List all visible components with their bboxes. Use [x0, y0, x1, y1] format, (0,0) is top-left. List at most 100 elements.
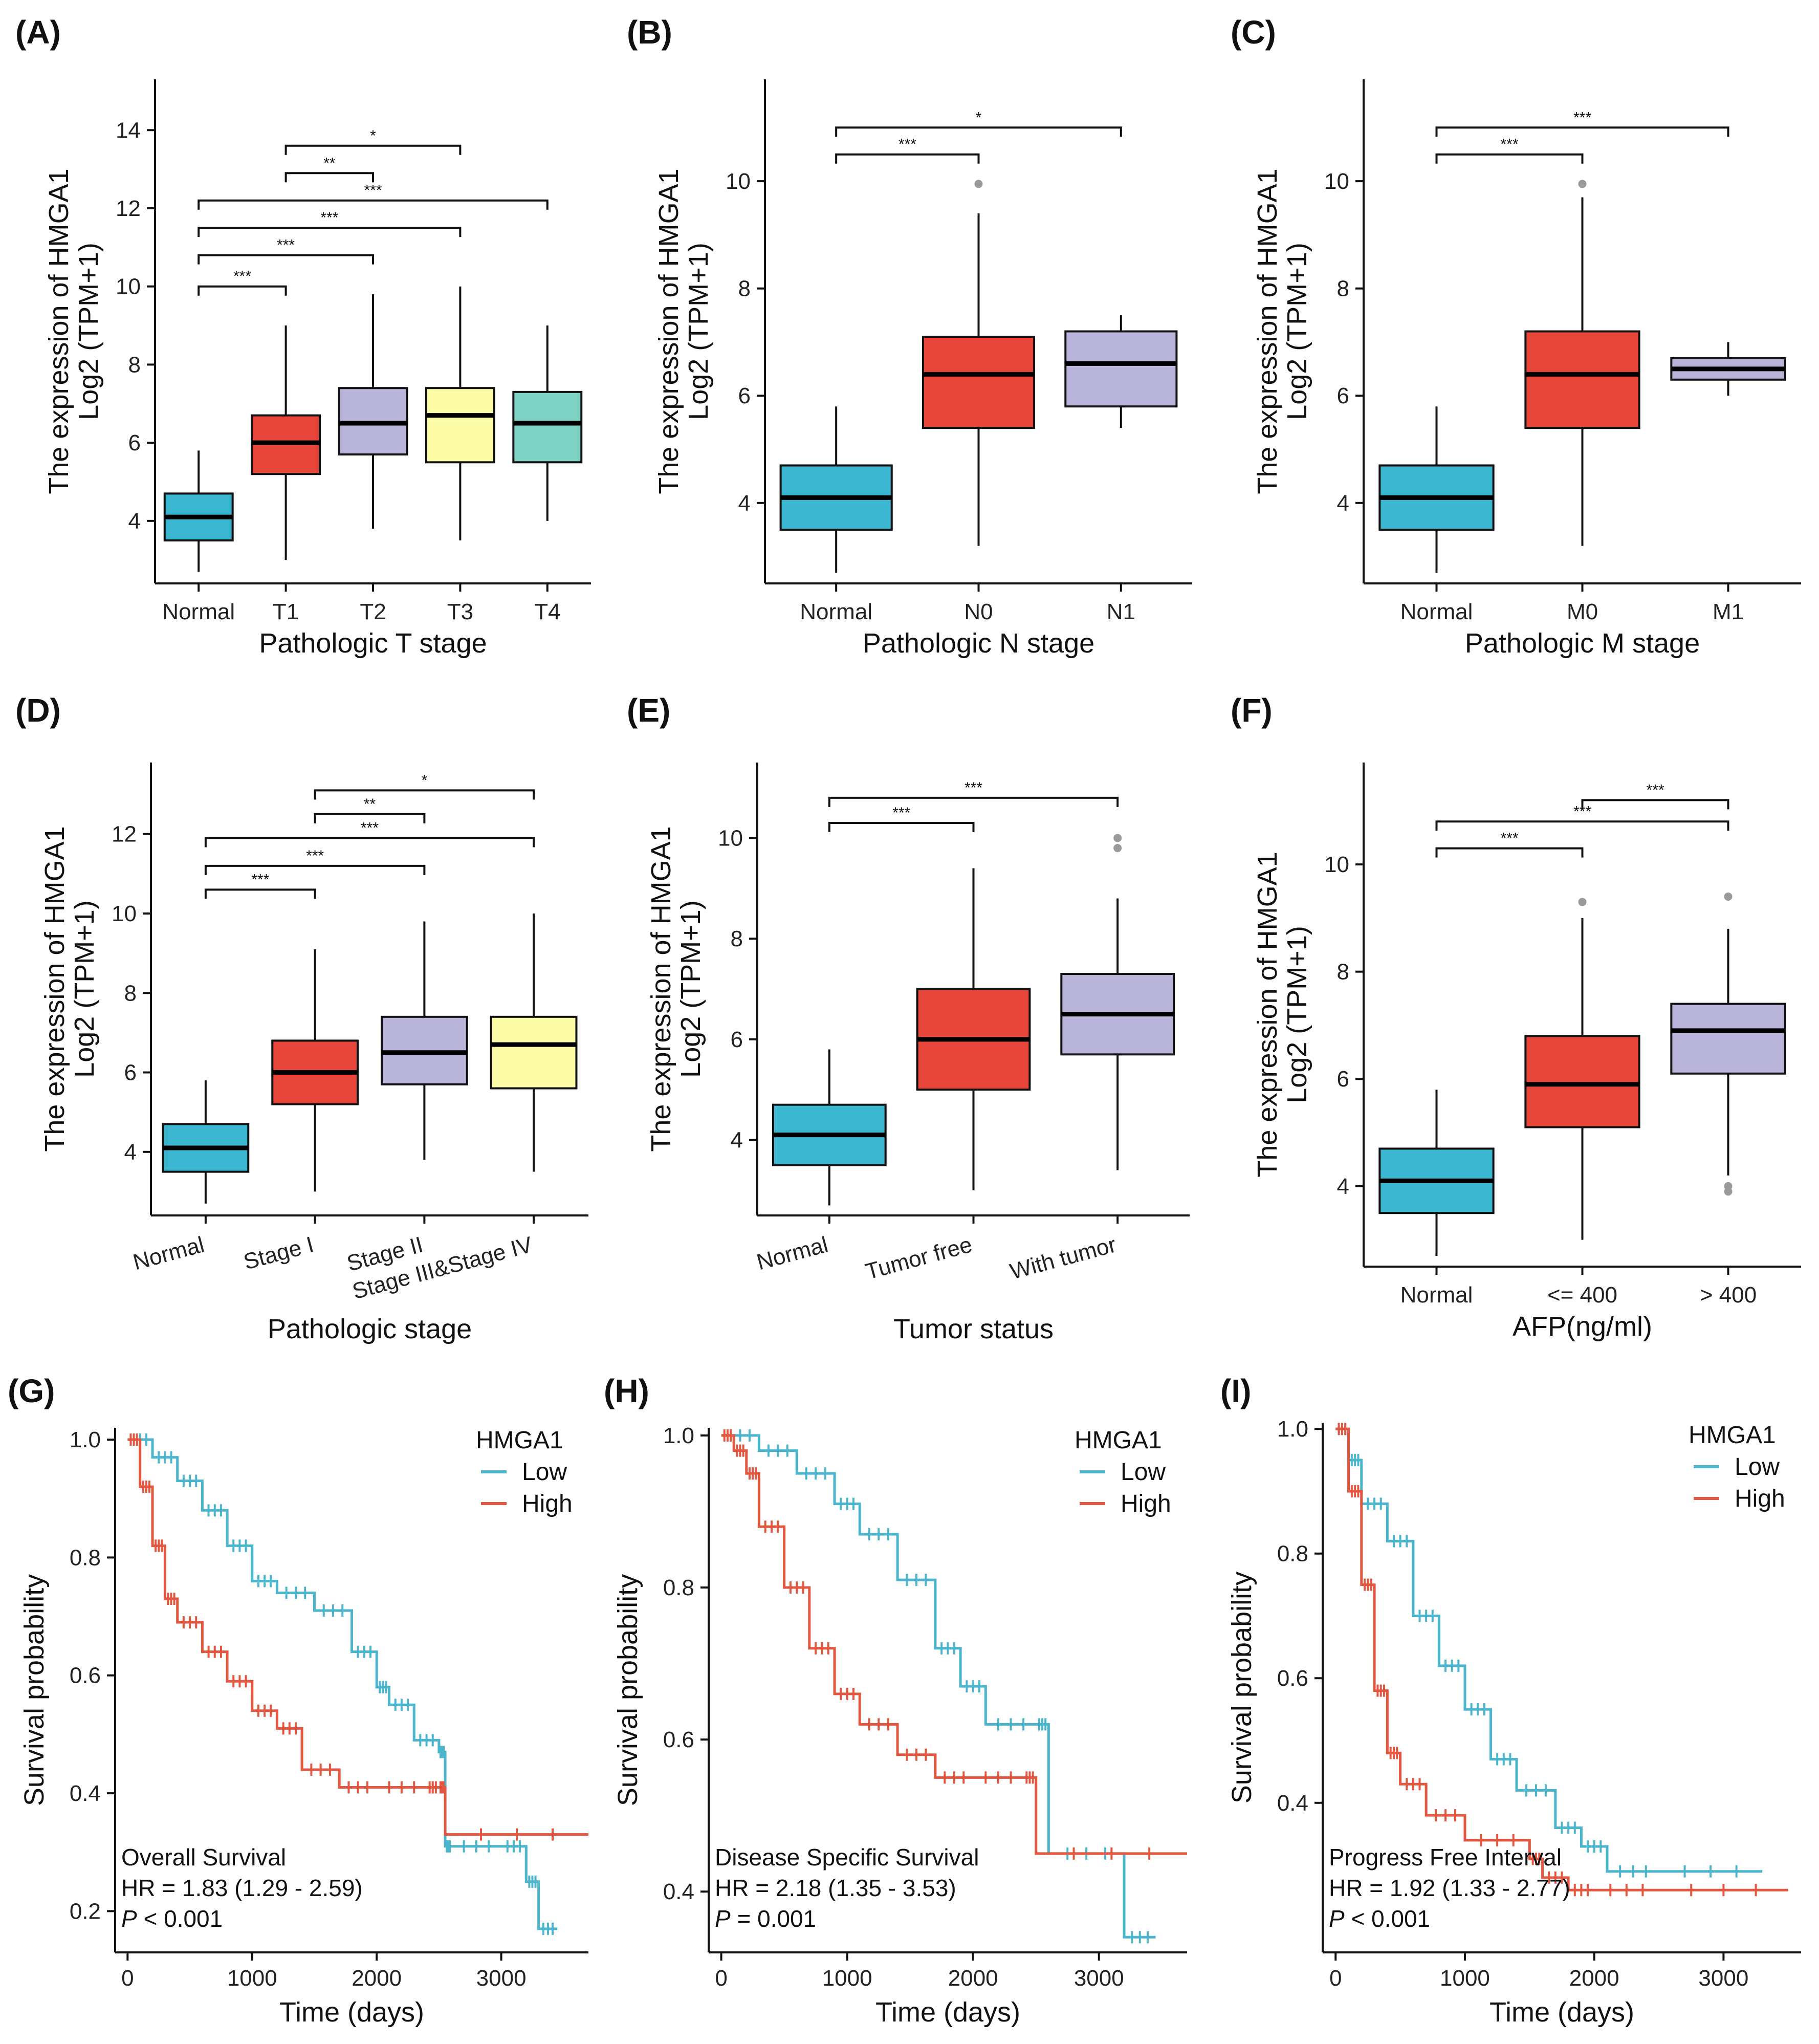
- box-iqr: [425, 387, 495, 464]
- x-tick-label: With tumor: [1007, 1232, 1119, 1284]
- x-tick-label: M1: [1713, 599, 1744, 624]
- x-tick-label: 3000: [476, 1966, 527, 1991]
- box-iqr: [922, 335, 1036, 429]
- y-tick-label: 4: [731, 1128, 743, 1153]
- y-tick-label: 0.6: [1277, 1666, 1308, 1691]
- significance-bracket: [198, 199, 549, 210]
- y-tick-label: 4: [1337, 1174, 1349, 1199]
- y-tick-label: 12: [112, 822, 137, 847]
- annotation-endpoint: Overall Survival: [121, 1844, 286, 1871]
- legend-title: HMGA1: [1075, 1427, 1162, 1454]
- legend-label-high: High: [522, 1490, 573, 1517]
- y-tick-label: 0.6: [70, 1663, 101, 1688]
- x-tick-label: Normal: [1400, 599, 1473, 624]
- significance-bracket: [198, 227, 462, 237]
- panel-label: (C): [1231, 14, 1276, 51]
- x-tick-label: Normal: [800, 599, 872, 624]
- significance-label: ***: [1573, 109, 1591, 126]
- panel-label: (I): [1220, 1373, 1251, 1409]
- y-axis-title-line1: The expression of HMGA1: [1252, 852, 1283, 1177]
- significance-bracket: [204, 864, 426, 875]
- y-tick-label: 8: [128, 352, 141, 377]
- y-tick-label: 10: [718, 826, 743, 851]
- y-tick-label: 4: [124, 1140, 137, 1165]
- y-axis-title: Survival probability: [1226, 1572, 1257, 1803]
- significance-bracket: [204, 888, 316, 899]
- annotation-endpoint: Progress Free Interval: [1329, 1844, 1562, 1871]
- legend-title: HMGA1: [476, 1427, 563, 1454]
- x-tick-label: Stage I: [241, 1232, 316, 1274]
- significance-label: *: [976, 109, 982, 126]
- y-tick-label: 6: [1337, 383, 1349, 408]
- x-tick-label: T2: [360, 599, 386, 624]
- significance-bracket: [1435, 847, 1584, 858]
- x-tick-label: 1000: [1440, 1966, 1490, 1991]
- outlier-point: [1578, 898, 1587, 906]
- y-tick-label: 0.4: [663, 1879, 694, 1904]
- y-tick-label: 10: [1324, 169, 1349, 194]
- legend-title: HMGA1: [1689, 1422, 1776, 1449]
- outlier-point: [1113, 844, 1122, 853]
- annotation-hr: HR = 1.92 (1.33 - 2.77): [1329, 1875, 1570, 1901]
- legend-label-low: Low: [1121, 1459, 1166, 1486]
- significance-label: ***: [320, 209, 338, 226]
- annotation-p-value: P < 0.001: [1329, 1905, 1430, 1932]
- outlier-point: [1724, 1187, 1733, 1196]
- significance-label: ***: [277, 237, 295, 254]
- significance-bracket: [314, 813, 426, 823]
- x-tick-label: <= 400: [1547, 1282, 1617, 1308]
- significance-label: ***: [251, 871, 269, 888]
- x-tick-label: Tumor free: [863, 1232, 975, 1285]
- significance-bracket: [284, 144, 462, 155]
- x-tick-label: T1: [273, 599, 299, 624]
- x-tick-label: 2000: [948, 1966, 998, 1991]
- legend-label-low: Low: [1735, 1453, 1780, 1481]
- y-tick-label: 6: [128, 430, 141, 455]
- x-axis-title: Time (days): [279, 1997, 424, 2028]
- x-tick-label: > 400: [1700, 1282, 1757, 1308]
- outlier-point: [1113, 834, 1122, 842]
- x-tick-label: 1000: [227, 1966, 277, 1991]
- significance-label: ***: [361, 820, 379, 837]
- y-tick-label: 10: [116, 274, 141, 299]
- y-tick-label: 4: [738, 491, 751, 516]
- x-tick-label: 2000: [1569, 1966, 1619, 1991]
- outlier-point: [1578, 180, 1587, 188]
- y-axis-title-line2: Log2 (TPM+1): [675, 900, 706, 1078]
- y-tick-label: 10: [1324, 852, 1349, 877]
- significance-label: ***: [898, 136, 916, 153]
- y-tick-label: 0.8: [70, 1545, 101, 1570]
- panel-label: (G): [8, 1373, 55, 1409]
- significance-bracket: [204, 837, 535, 847]
- panel-label: (F): [1231, 692, 1273, 729]
- x-axis-title: Pathologic N stage: [863, 628, 1094, 659]
- y-tick-label: 8: [124, 981, 137, 1006]
- survival-curve-high: [1335, 1427, 1788, 1891]
- x-tick-label: 0: [121, 1966, 134, 1991]
- y-axis-title-line2: Log2 (TPM+1): [73, 243, 104, 420]
- outlier-point: [974, 180, 983, 188]
- p-value-text: = 0.001: [731, 1905, 817, 1932]
- p-value-symbol: P: [715, 1905, 731, 1932]
- y-axis-title-line2: Log2 (TPM+1): [1282, 243, 1312, 420]
- significance-label: **: [323, 155, 336, 171]
- significance-bracket: [835, 153, 980, 164]
- significance-bracket: [1435, 820, 1729, 831]
- y-tick-label: 0.4: [1277, 1791, 1308, 1816]
- x-tick-label: N1: [1107, 599, 1135, 624]
- x-tick-label: Normal: [130, 1232, 207, 1275]
- panel-label: (H): [604, 1373, 649, 1409]
- y-tick-label: 14: [116, 118, 141, 143]
- significance-bracket: [1581, 799, 1729, 810]
- y-axis-title-line1: The expression of HMGA1: [1252, 168, 1283, 494]
- annotation-hr: HR = 2.18 (1.35 - 3.53): [715, 1875, 956, 1901]
- x-tick-label: T3: [447, 599, 473, 624]
- y-tick-label: 4: [128, 509, 141, 534]
- significance-bracket: [314, 789, 535, 800]
- y-tick-label: 0.6: [663, 1727, 694, 1752]
- y-tick-label: 6: [731, 1027, 743, 1052]
- x-axis-title: Pathologic T stage: [259, 628, 487, 659]
